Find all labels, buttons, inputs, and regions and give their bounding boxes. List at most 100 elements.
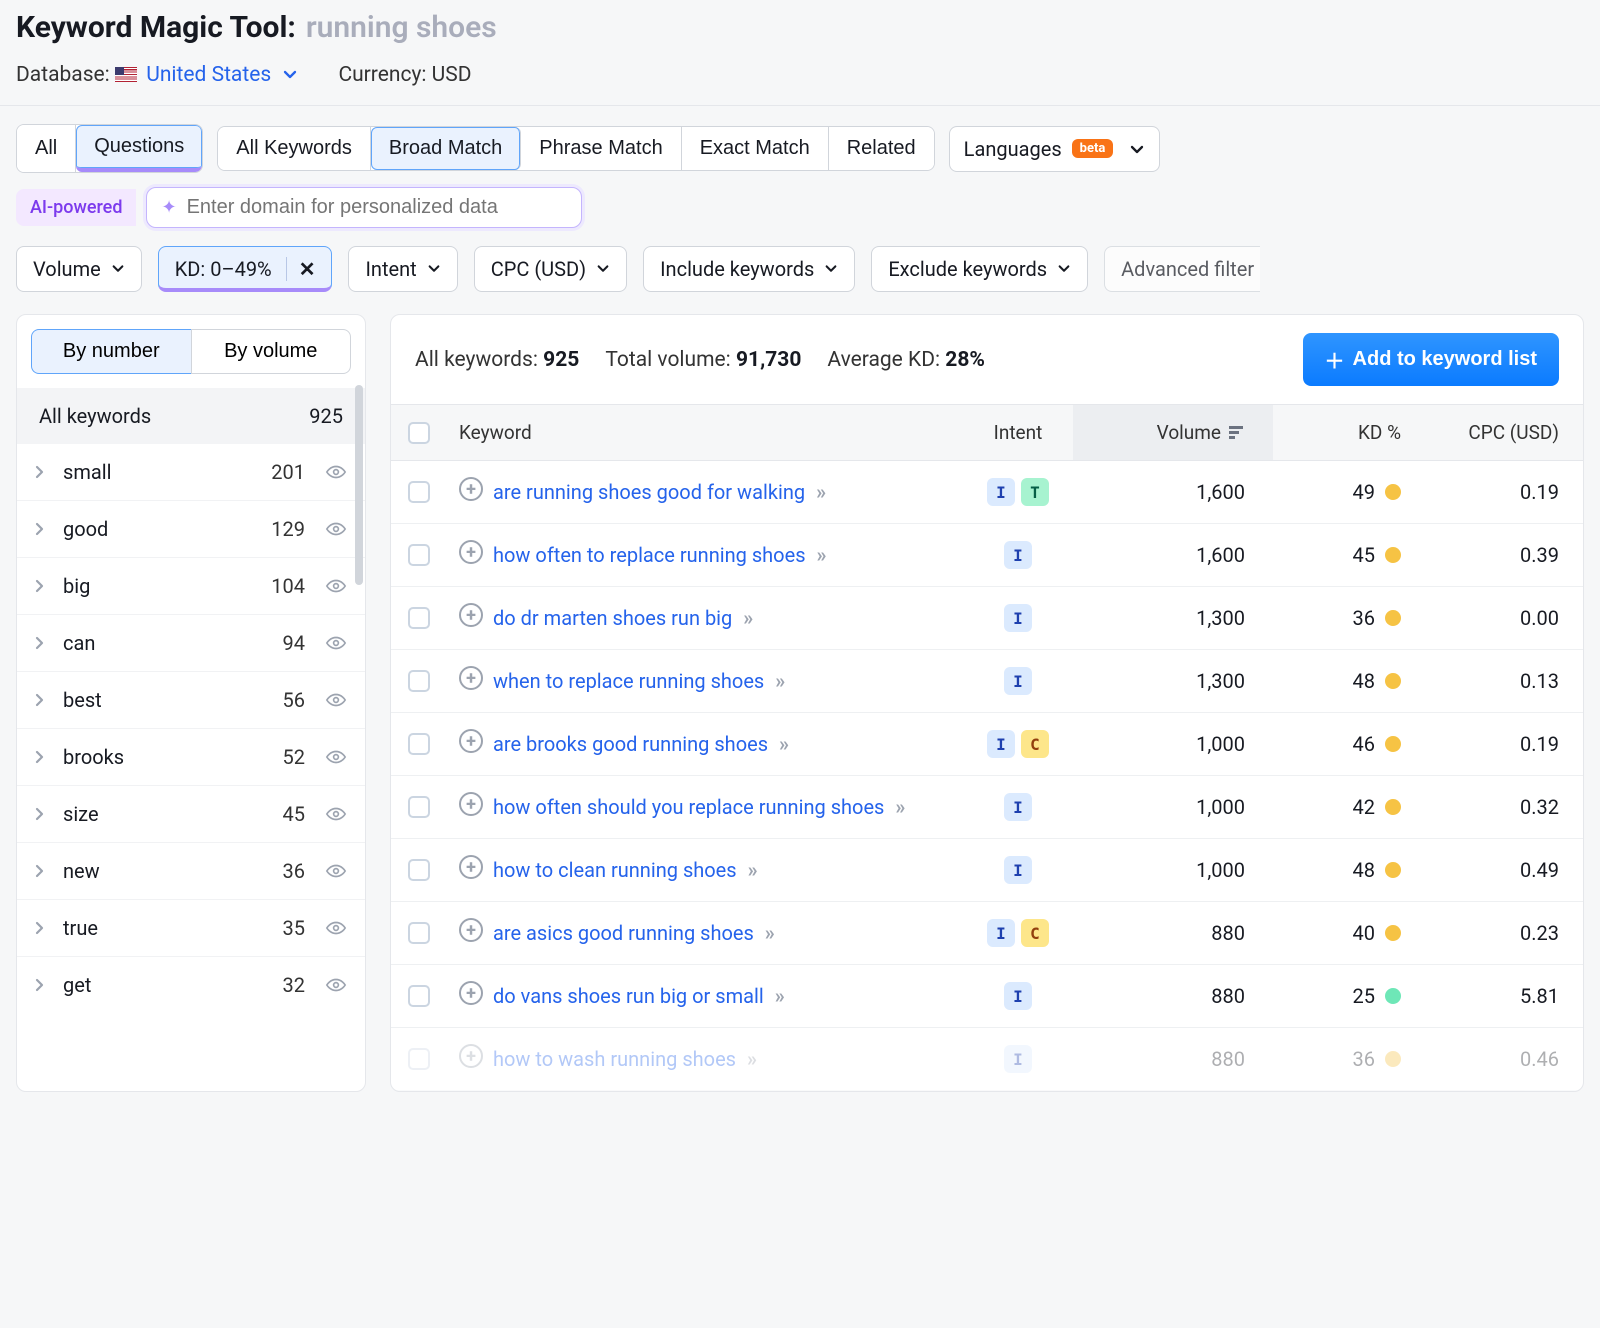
sidebar-item[interactable]: small 201	[17, 444, 365, 501]
row-checkbox[interactable]	[408, 985, 430, 1007]
row-checkbox[interactable]	[408, 1048, 430, 1070]
sidebar-item[interactable]: size 45	[17, 786, 365, 843]
ai-domain-input[interactable]	[187, 196, 567, 219]
eye-icon[interactable]	[325, 860, 347, 882]
double-chevron-icon[interactable]: »	[738, 606, 753, 630]
sidebar-all-keywords[interactable]: All keywords 925	[17, 388, 365, 444]
eye-icon[interactable]	[325, 689, 347, 711]
double-chevron-icon[interactable]: »	[770, 669, 785, 693]
stats-avgkd-label: Average KD:	[827, 348, 940, 372]
sidebar-item[interactable]: true 35	[17, 900, 365, 957]
row-checkbox[interactable]	[408, 607, 430, 629]
eye-icon[interactable]	[325, 746, 347, 768]
keyword-link[interactable]: do vans shoes run big or small	[493, 984, 764, 1008]
th-keyword[interactable]: Keyword	[447, 405, 963, 460]
expand-icon[interactable]: +	[459, 792, 483, 816]
expand-icon[interactable]: +	[459, 1044, 483, 1068]
ai-domain-input-wrap[interactable]: ✦	[146, 187, 581, 228]
th-cpc[interactable]: CPC (USD)	[1423, 405, 1583, 460]
tab-exact-match[interactable]: Exact Match	[682, 127, 829, 170]
filter-intent[interactable]: Intent	[348, 246, 457, 292]
keyword-link[interactable]: how to wash running shoes	[493, 1047, 736, 1071]
eye-icon[interactable]	[325, 461, 347, 483]
expand-icon[interactable]: +	[459, 666, 483, 690]
keyword-link[interactable]: when to replace running shoes	[493, 669, 764, 693]
ai-row: AI-powered ✦	[0, 173, 1600, 242]
tab-all-keywords[interactable]: All Keywords	[218, 127, 371, 170]
cell-cpc: 0.46	[1423, 1028, 1583, 1090]
double-chevron-icon[interactable]: »	[812, 543, 827, 567]
sidebar-item[interactable]: big 104	[17, 558, 365, 615]
eye-icon[interactable]	[325, 518, 347, 540]
row-checkbox[interactable]	[408, 481, 430, 503]
expand-icon[interactable]: +	[459, 603, 483, 627]
sidebar-item[interactable]: get 32	[17, 957, 365, 1013]
double-chevron-icon[interactable]: »	[760, 921, 775, 945]
eye-icon[interactable]	[325, 974, 347, 996]
row-checkbox[interactable]	[408, 733, 430, 755]
expand-icon[interactable]: +	[459, 918, 483, 942]
filter-exclude[interactable]: Exclude keywords	[871, 246, 1088, 292]
th-kd[interactable]: KD %	[1273, 405, 1423, 460]
expand-icon[interactable]: +	[459, 981, 483, 1005]
eye-icon[interactable]	[325, 632, 347, 654]
keyword-link[interactable]: are asics good running shoes	[493, 921, 754, 945]
chevron-down-icon	[596, 257, 610, 281]
row-checkbox[interactable]	[408, 670, 430, 692]
sidebar-item[interactable]: good 129	[17, 501, 365, 558]
filter-volume-label: Volume	[33, 257, 101, 281]
sidebar-item[interactable]: new 36	[17, 843, 365, 900]
table-row: + when to replace running shoes » I 1,30…	[391, 650, 1583, 713]
double-chevron-icon[interactable]: »	[742, 1047, 757, 1071]
filter-kd[interactable]: KD: 0–49% ✕	[158, 246, 333, 292]
languages-selector[interactable]: Languages beta	[949, 126, 1161, 172]
filter-kd-clear[interactable]: ✕	[286, 257, 316, 281]
keyword-link[interactable]: how often should you replace running sho…	[493, 795, 884, 819]
double-chevron-icon[interactable]: »	[770, 984, 785, 1008]
th-volume[interactable]: Volume	[1073, 405, 1273, 460]
tab-phrase-match[interactable]: Phrase Match	[521, 127, 681, 170]
row-checkbox[interactable]	[408, 796, 430, 818]
row-checkbox[interactable]	[408, 922, 430, 944]
expand-icon[interactable]: +	[459, 729, 483, 753]
keyword-link[interactable]: do dr marten shoes run big	[493, 606, 732, 630]
eye-icon[interactable]	[325, 803, 347, 825]
row-checkbox[interactable]	[408, 544, 430, 566]
eye-icon[interactable]	[325, 917, 347, 939]
keyword-link[interactable]: how to clean running shoes	[493, 858, 737, 882]
double-chevron-icon[interactable]: »	[774, 732, 789, 756]
th-intent[interactable]: Intent	[963, 405, 1073, 460]
keyword-link[interactable]: are running shoes good for walking	[493, 480, 805, 504]
tab-related[interactable]: Related	[829, 127, 934, 170]
select-all-checkbox[interactable]	[408, 422, 430, 444]
sidebar-item-count: 52	[283, 745, 305, 769]
scrollbar[interactable]	[355, 385, 363, 585]
row-checkbox[interactable]	[408, 859, 430, 881]
chevron-right-icon	[35, 688, 51, 712]
sidebar-item[interactable]: brooks 52	[17, 729, 365, 786]
sidebar-by-volume[interactable]: By volume	[191, 329, 352, 374]
double-chevron-icon[interactable]: »	[890, 795, 905, 819]
filter-advanced[interactable]: Advanced filter	[1104, 246, 1260, 292]
filter-cpc[interactable]: CPC (USD)	[474, 246, 627, 292]
tab-all[interactable]: All	[17, 125, 76, 172]
tab-questions[interactable]: Questions	[76, 125, 202, 172]
sidebar-by-number[interactable]: By number	[31, 329, 191, 374]
keyword-link[interactable]: are brooks good running shoes	[493, 732, 768, 756]
expand-icon[interactable]: +	[459, 477, 483, 501]
table-row: + how to wash running shoes » I 880 36 0…	[391, 1028, 1583, 1091]
keyword-link[interactable]: how often to replace running shoes	[493, 543, 806, 567]
tab-broad-match[interactable]: Broad Match	[371, 127, 521, 170]
database-selector[interactable]: United States	[146, 63, 298, 87]
sidebar-item[interactable]: best 56	[17, 672, 365, 729]
expand-icon[interactable]: +	[459, 540, 483, 564]
double-chevron-icon[interactable]: »	[811, 480, 826, 504]
expand-icon[interactable]: +	[459, 855, 483, 879]
double-chevron-icon[interactable]: »	[743, 858, 758, 882]
sidebar-item[interactable]: can 94	[17, 615, 365, 672]
chevron-right-icon	[35, 517, 51, 541]
filter-include[interactable]: Include keywords	[643, 246, 855, 292]
eye-icon[interactable]	[325, 575, 347, 597]
add-to-keyword-list-button[interactable]: ＋ Add to keyword list	[1303, 333, 1559, 386]
filter-volume[interactable]: Volume	[16, 246, 142, 292]
